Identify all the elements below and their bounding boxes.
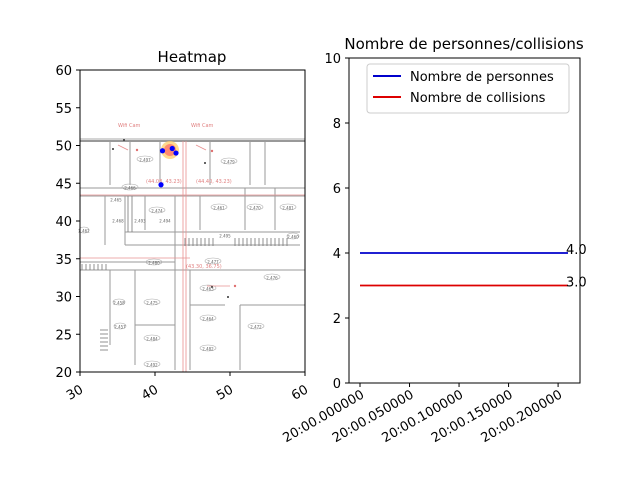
room-label: 2.480 [148,261,160,266]
room-label: 2.462 [78,229,90,234]
heatmap-y-axis: 20 25 30 35 40 45 50 55 60 [55,64,80,381]
line-y-tick-label: 10 [324,52,341,67]
heatmap-point [158,182,164,188]
floorplan-coords-c: (43.30, 36.75) [186,264,222,270]
room-label: 2.465 [110,198,122,203]
room-label: 2.461 [213,206,225,211]
line-chart-legend: Nombre de personnes Nombre de collisions [366,63,570,114]
floor-plan [78,138,306,373]
room-label: 2.472 [250,325,262,330]
floorplan-coords-b: (44.40, 43.23) [196,179,232,185]
room-label: 2.460 [287,235,299,240]
room-label: 2.474 [151,209,163,214]
heatmap-marks [158,141,179,188]
heatmap-y-tick-label: 45 [55,177,72,192]
room-label: 2.497 [139,158,151,163]
heatmap-y-tick-label: 60 [55,64,72,79]
series-end-label: 4.0 [566,243,587,258]
room-label: 2.479 [223,160,235,165]
room-label: 2.470 [249,206,261,211]
heatmap-title: Heatmap [158,48,227,66]
floorplan-cam-b: Wifi Cam [191,123,214,129]
line-y-tick-label: 6 [333,182,341,197]
floorplan-coords-a: (44.08, 43.23) [146,179,182,185]
heatmap-x-tick-label: 40 [139,382,161,403]
room-label: 2.481 [282,206,294,211]
series-end-label: 3.0 [566,276,587,291]
heatmap-y-tick-label: 30 [55,291,72,306]
line-y-tick-label: 0 [333,377,341,392]
floorplan-cam-a: Wifi Cam [118,123,141,129]
room-label: 2.495 [219,234,231,239]
room-label: 2.494 [159,219,171,224]
line-y-tick-label: 8 [333,117,341,132]
heatmap-x-axis: 30 40 50 60 [64,372,311,404]
heatmap-point [159,148,166,154]
heatmap-y-tick-label: 40 [55,215,72,230]
heatmap-y-tick-label: 25 [55,328,72,343]
line-chart-title: Nombre de personnes/collisions [344,35,583,53]
room-label: 2.484 [146,337,158,342]
room-label: 2.477 [207,260,219,265]
heatmap-y-tick-label: 50 [55,140,72,155]
heatmap-y-tick-label: 35 [55,253,72,268]
room-label: 2.463 [202,287,214,292]
heatmap-point [173,150,179,156]
room-label: 2.475 [146,301,158,306]
room-label: 2.458 [113,301,125,306]
floorplan-room-labels: 2.497 2.479 2.466 2.474 2.461 2.470 2.481 2.480… [78,158,299,368]
heatmap-x-tick-label: 30 [64,382,86,403]
line-chart-marks: 4.0 3.0 [360,243,587,291]
room-label: 2.457 [114,325,126,330]
line-chart-axes-frame [348,57,581,384]
room-label: 2.468 [112,219,124,224]
room-label: 2.482 [202,347,214,352]
line-chart-x-axis: 20:00.00000020:00.05000020:00.10000020:0… [280,383,565,446]
legend-label-personnes: Nombre de personnes [410,70,554,85]
heatmap-x-tick-label: 50 [214,382,236,403]
line-y-tick-label: 4 [333,247,341,262]
heatmap-point [169,145,175,152]
room-label: 2.464 [202,317,214,322]
heatmap-y-tick-label: 20 [55,366,72,381]
line-chart-y-axis: 0 2 4 6 8 10 [324,52,349,392]
heatmap-plot-area: (44.08, 43.23) (44.40, 43.23) (43.30, 36… [78,69,306,373]
legend-label-collisions: Nombre de collisions [410,91,546,106]
room-label: 2.476 [266,276,278,281]
line-y-tick-label: 2 [333,312,341,327]
legend-box [366,63,570,114]
heatmap-y-tick-label: 55 [55,102,72,117]
heatmap-x-tick-label: 60 [289,382,311,403]
room-label: 2.492 [146,363,158,368]
room-label: 2.493 [134,219,146,224]
room-label: 2.466 [124,186,136,191]
